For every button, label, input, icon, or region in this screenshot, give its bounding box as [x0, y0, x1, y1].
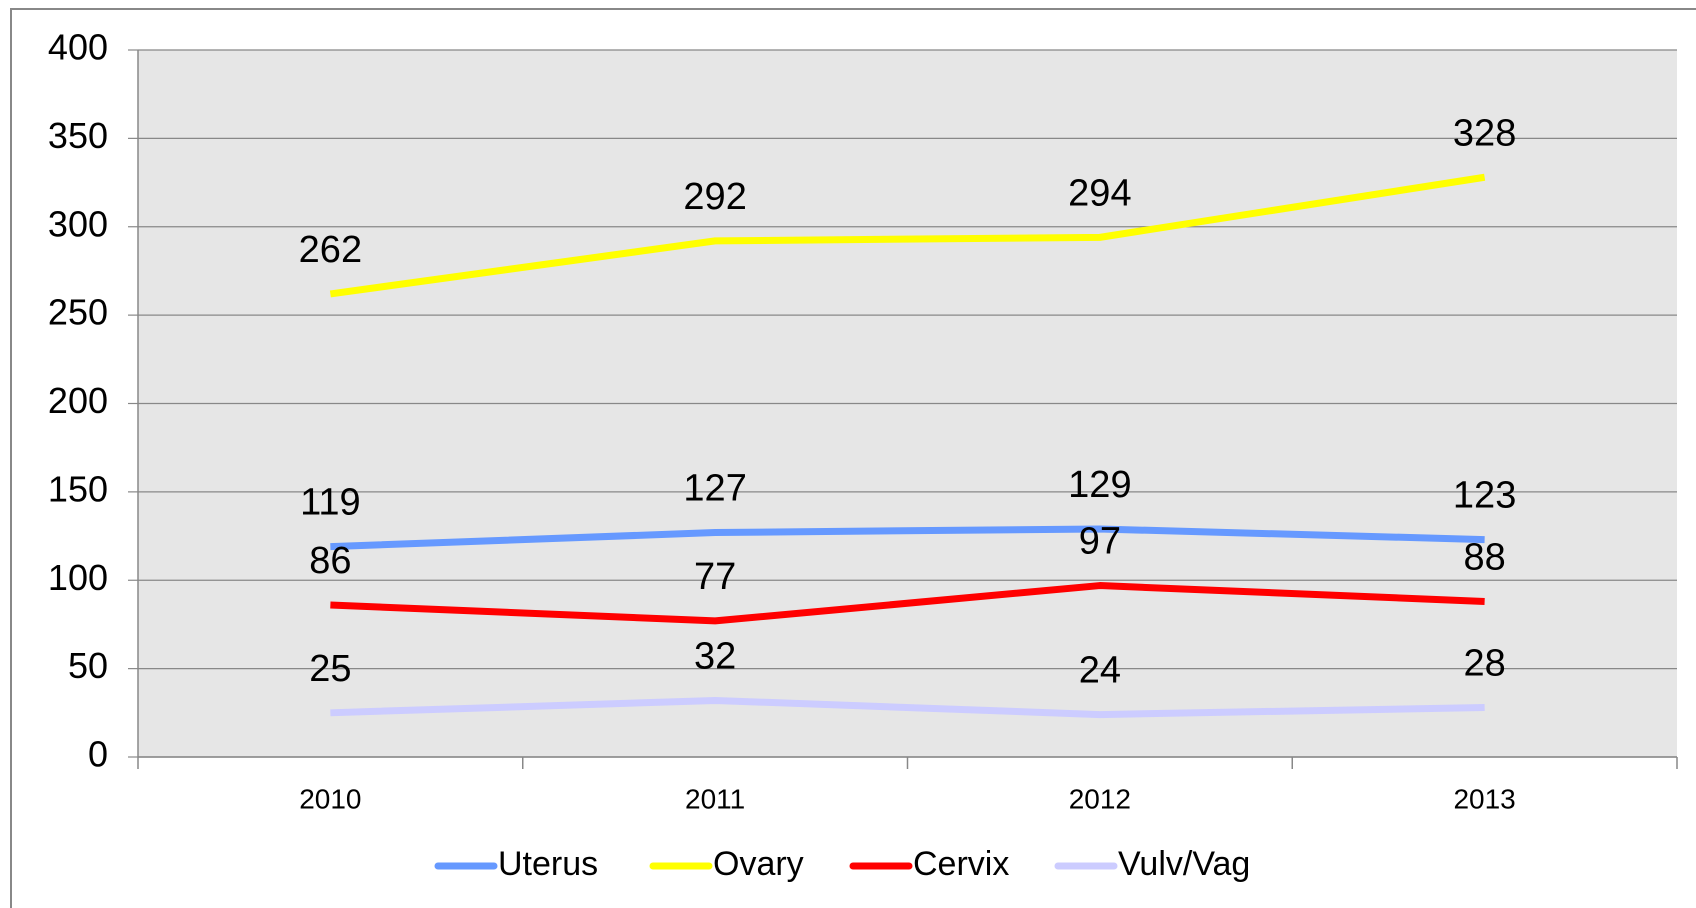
data-label: 292 [683, 176, 746, 218]
y-tick-label: 100 [48, 557, 108, 598]
data-label: 129 [1068, 464, 1131, 506]
data-label: 127 [683, 468, 746, 510]
y-tick-label: 400 [48, 27, 108, 68]
data-label: 32 [694, 635, 736, 677]
x-tick-label: 2012 [1069, 783, 1131, 814]
y-tick-label: 50 [68, 645, 108, 686]
data-label: 88 [1463, 536, 1505, 578]
data-label: 28 [1463, 643, 1505, 685]
series-line [330, 525, 1485, 551]
data-label: 328 [1453, 112, 1516, 154]
data-label: 86 [309, 540, 351, 582]
series-line [329, 173, 1486, 298]
data-label: 77 [694, 556, 736, 598]
legend-label: Uterus [498, 845, 598, 883]
data-label: 119 [300, 482, 361, 524]
data-label: 123 [1453, 475, 1516, 517]
legend-label: Ovary [713, 845, 804, 883]
y-tick-label: 250 [48, 292, 108, 333]
x-tick-label: 2011 [685, 783, 745, 814]
data-label: 25 [309, 648, 351, 690]
x-tick-label: 2010 [299, 783, 361, 814]
data-label: 294 [1068, 172, 1131, 214]
legend-label: Cervix [913, 845, 1009, 883]
y-tick-label: 150 [48, 468, 108, 509]
data-label: 24 [1079, 650, 1121, 692]
series-line [330, 696, 1485, 719]
data-label: 262 [299, 229, 362, 271]
x-tick-label: 2013 [1453, 783, 1515, 814]
legend-label: Vulv/Vag [1118, 845, 1250, 883]
y-tick-label: 200 [48, 380, 108, 421]
y-tick-label: 350 [48, 115, 108, 156]
y-tick-label: 0 [88, 734, 108, 775]
y-tick-label: 300 [48, 203, 108, 244]
series-line [330, 582, 1485, 625]
data-label: 97 [1079, 521, 1121, 563]
